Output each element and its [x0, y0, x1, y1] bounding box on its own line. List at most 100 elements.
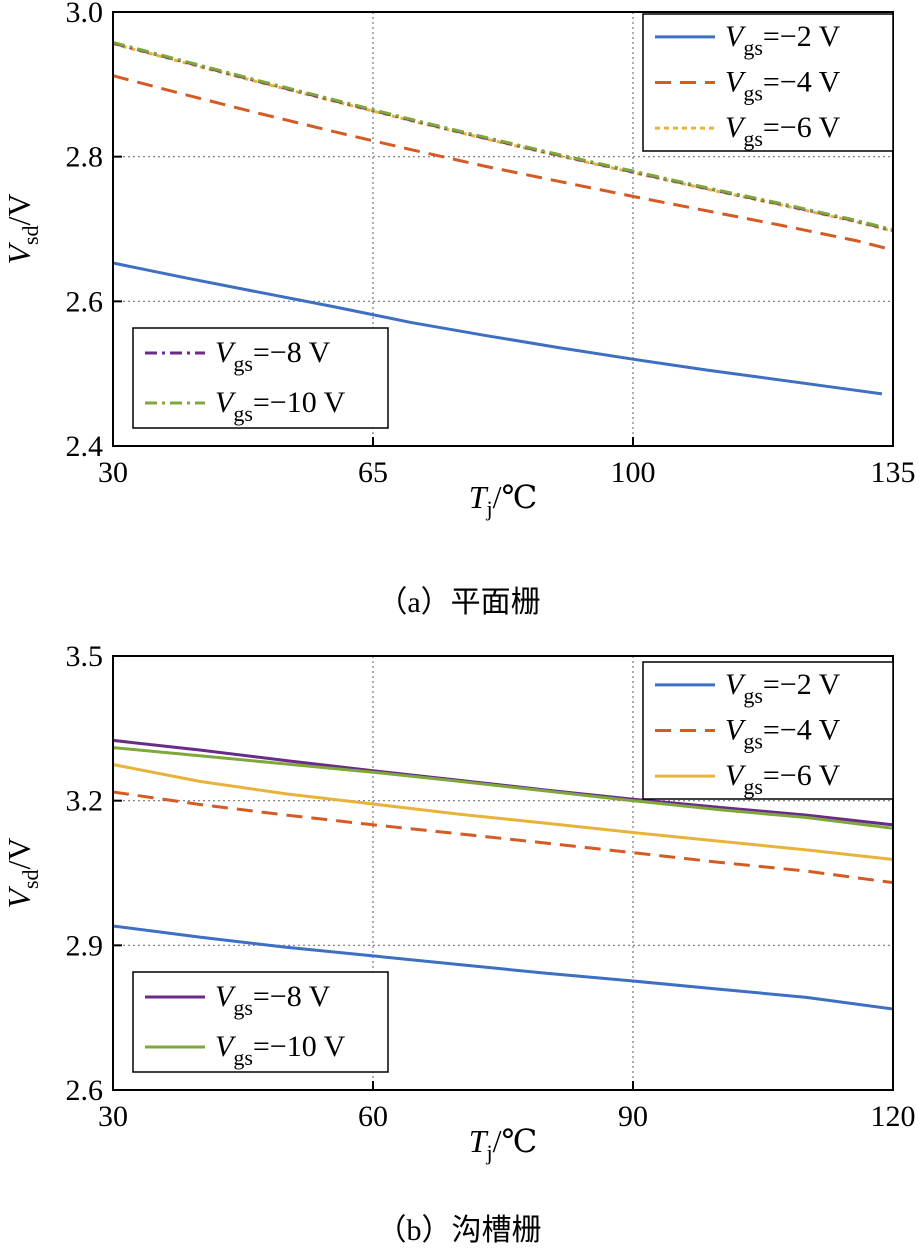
legend-label-sub: gs	[743, 81, 763, 106]
plot-frame-a	[112, 11, 894, 447]
legend-label-value: =−6 V	[763, 111, 841, 144]
x-tick-label: 30	[98, 456, 128, 489]
legend-label-symbol: V	[725, 66, 747, 99]
y-tick-labels-a: 2.4 2.6 2.8 3.0	[66, 0, 104, 463]
x-tick-label: 65	[358, 456, 388, 489]
chart-panel-a: 30 65 100 135 2.42.62.83.0 Tj/℃ Vsd/V Vgs=−…	[1, 0, 916, 619]
legend-label-symbol: V	[725, 111, 747, 144]
legend-label-1: Vgs=−4 V	[725, 714, 841, 754]
x-axis-label-sub: j	[485, 496, 492, 521]
legend-label-4: Vgs=−10 V	[215, 1030, 346, 1070]
legend-label-value: =−6 V	[763, 759, 841, 792]
x-axis-label-unit: /℃	[493, 1123, 538, 1159]
plot-frame-b	[112, 655, 894, 1091]
legend-label-3: Vgs=−8 V	[215, 336, 331, 376]
y-tick-label: 2.9	[66, 929, 104, 962]
y-axis-label-sub: sd	[18, 225, 43, 245]
tick-marks-b	[112, 655, 894, 1091]
legend-label-sub: gs	[233, 1045, 253, 1070]
y-tick-label: 2.4	[66, 430, 104, 463]
y-tick-label: 3.2	[66, 785, 104, 818]
series-line-0	[112, 924, 894, 1011]
legend-label-1: Vgs=−4 V	[725, 66, 841, 106]
legend-label-sub: gs	[233, 995, 253, 1020]
legend-label-value: =−2 V	[763, 668, 841, 701]
y-axis-label-b: Vsd/V	[1, 837, 43, 908]
y-tick-label: 2.8	[66, 141, 104, 174]
legend-label-symbol: V	[725, 668, 747, 701]
x-axis-label-unit: /℃	[493, 479, 538, 515]
y-axis-label-symbol: V	[1, 242, 37, 265]
series-line-1	[112, 790, 894, 885]
tick-marks-a	[112, 11, 894, 447]
series-line-2	[112, 763, 894, 861]
legend-label-symbol: V	[215, 980, 237, 1013]
legend-label-symbol: V	[725, 714, 747, 747]
x-tick-label: 100	[611, 456, 656, 489]
legend-label-sub: gs	[743, 35, 763, 60]
legend-label-sub: gs	[233, 401, 253, 426]
legend-label-value: =−10 V	[253, 386, 346, 419]
legend-label-symbol: V	[725, 20, 747, 53]
legend-label-3: Vgs=−8 V	[215, 980, 331, 1020]
legend-box	[132, 327, 389, 429]
legend-label-symbol: V	[215, 336, 237, 369]
y-axis-label-sub: sd	[18, 869, 43, 889]
x-tick-label: 90	[618, 1100, 648, 1133]
legend-label-value: =−2 V	[763, 20, 841, 53]
legend-label-symbol: V	[725, 759, 747, 792]
legend-label-2: Vgs=−6 V	[725, 759, 841, 799]
x-tick-labels-b: 30 60 90 120	[98, 1100, 916, 1133]
legend-label-value: =−4 V	[763, 714, 841, 747]
y-axis-label-unit: /V	[1, 837, 37, 869]
y-axis-label-symbol: V	[1, 886, 37, 909]
x-tick-label: 135	[871, 456, 916, 489]
legend-label-value: =−8 V	[253, 336, 331, 369]
chart-panel-b: 30 60 90 120 2.62.93.23.5 Tj/℃ Vsd/V Vgs=−2…	[1, 640, 916, 1247]
legend-label-0: Vgs=−2 V	[725, 668, 841, 708]
x-axis-label-symbol: T	[469, 1123, 489, 1159]
x-tick-label: 30	[98, 1100, 128, 1133]
legend-box	[132, 971, 389, 1073]
series-line-1	[112, 74, 894, 252]
y-tick-label: 3.0	[66, 0, 104, 29]
legend-label-symbol: V	[215, 1030, 237, 1063]
y-tick-label: 2.6	[66, 285, 104, 318]
x-tick-label: 120	[871, 1100, 916, 1133]
y-tick-label: 2.6	[66, 1074, 104, 1107]
y-axis-label-unit: /V	[1, 193, 37, 225]
legend-label-sub: gs	[743, 774, 763, 799]
legend-label-sub: gs	[743, 126, 763, 151]
x-axis-label-b: Tj/℃	[469, 1123, 538, 1165]
x-tick-labels-a: 30 65 100 135	[98, 456, 916, 489]
legend-label-sub: gs	[743, 683, 763, 708]
y-tick-labels-b: 2.6 2.9 3.2 3.5	[66, 640, 104, 1107]
caption-b: （b）沟槽栅	[377, 1214, 542, 1247]
x-axis-label-a: Tj/℃	[469, 479, 538, 521]
legend-label-2: Vgs=−6 V	[725, 111, 841, 151]
legend-label-sub: gs	[233, 351, 253, 376]
y-axis-label-a: Vsd/V	[1, 193, 43, 264]
legend-label-sub: gs	[743, 729, 763, 754]
caption-a: （a）平面栅	[377, 586, 540, 619]
series-lines-a	[112, 40, 894, 396]
legend-label-value: =−8 V	[253, 980, 331, 1013]
grid-lines-b	[113, 656, 893, 1090]
series-line-4	[112, 746, 894, 830]
legend-label-4: Vgs=−10 V	[215, 386, 346, 426]
x-tick-label: 60	[358, 1100, 388, 1133]
series-line-0	[112, 261, 883, 396]
x-axis-label-symbol: T	[469, 479, 489, 515]
legend-label-value: =−4 V	[763, 66, 841, 99]
legend-label-symbol: V	[215, 386, 237, 419]
series-lines-b	[112, 738, 894, 1011]
series-line-4	[112, 40, 894, 232]
y-tick-label: 3.5	[66, 640, 104, 673]
